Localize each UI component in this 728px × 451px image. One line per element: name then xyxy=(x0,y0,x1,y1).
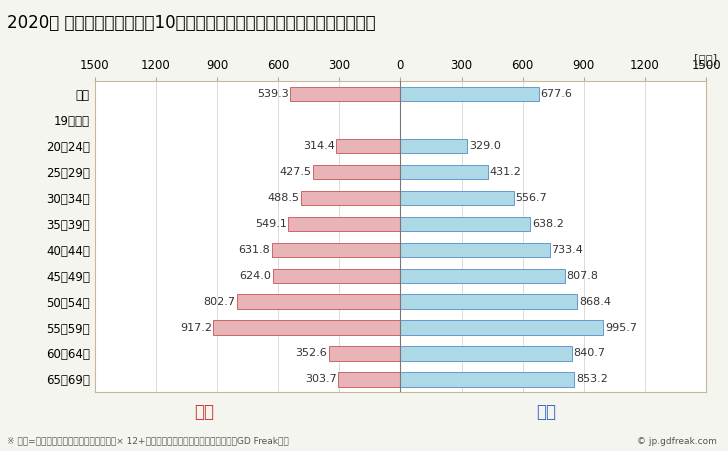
Text: 807.8: 807.8 xyxy=(566,271,598,281)
Bar xyxy=(400,191,514,205)
Bar xyxy=(213,320,400,335)
Text: 352.6: 352.6 xyxy=(295,349,327,359)
Text: 868.4: 868.4 xyxy=(579,297,611,307)
Text: 631.8: 631.8 xyxy=(238,245,270,255)
Text: 2020年 民間企業（従業者数10人以上）フルタイム労働者の男女別平均年収: 2020年 民間企業（従業者数10人以上）フルタイム労働者の男女別平均年収 xyxy=(7,14,376,32)
Bar xyxy=(400,139,467,153)
Text: 638.2: 638.2 xyxy=(532,219,564,229)
Text: 840.7: 840.7 xyxy=(574,349,606,359)
Text: 802.7: 802.7 xyxy=(203,297,235,307)
Bar xyxy=(400,320,604,335)
Bar xyxy=(301,191,400,205)
Bar xyxy=(400,346,571,361)
Text: 314.4: 314.4 xyxy=(303,141,335,151)
Bar xyxy=(328,346,400,361)
Text: [万円]: [万円] xyxy=(694,54,717,67)
Text: 556.7: 556.7 xyxy=(515,193,547,203)
Bar xyxy=(339,372,400,387)
Bar xyxy=(290,87,400,101)
Bar xyxy=(288,216,400,231)
Text: 女性: 女性 xyxy=(194,403,214,421)
Bar xyxy=(400,268,565,283)
Bar xyxy=(336,139,400,153)
Bar xyxy=(237,295,400,309)
Text: 539.3: 539.3 xyxy=(257,89,289,99)
Bar xyxy=(400,165,488,179)
Text: 853.2: 853.2 xyxy=(576,374,608,384)
Text: 431.2: 431.2 xyxy=(490,167,522,177)
Bar xyxy=(400,243,550,257)
Text: 917.2: 917.2 xyxy=(180,322,212,332)
Bar xyxy=(313,165,400,179)
Text: 427.5: 427.5 xyxy=(280,167,312,177)
Text: 488.5: 488.5 xyxy=(267,193,299,203)
Bar xyxy=(400,295,577,309)
Text: 733.4: 733.4 xyxy=(552,245,583,255)
Text: © jp.gdfreak.com: © jp.gdfreak.com xyxy=(637,437,717,446)
Text: 549.1: 549.1 xyxy=(255,219,287,229)
Text: 303.7: 303.7 xyxy=(305,374,337,384)
Text: 男性: 男性 xyxy=(536,403,556,421)
Bar xyxy=(400,216,531,231)
Text: 677.6: 677.6 xyxy=(540,89,572,99)
Bar xyxy=(272,243,400,257)
Bar xyxy=(273,268,400,283)
Text: 995.7: 995.7 xyxy=(605,322,637,332)
Text: 329.0: 329.0 xyxy=(469,141,501,151)
Text: 624.0: 624.0 xyxy=(240,271,272,281)
Text: ※ 年収=「きまって支給する現金給与額」× 12+「年間賞与その他特別給与額」としてGD Freak推計: ※ 年収=「きまって支給する現金給与額」× 12+「年間賞与その他特別給与額」と… xyxy=(7,437,289,446)
Bar xyxy=(400,87,539,101)
Bar xyxy=(400,372,574,387)
